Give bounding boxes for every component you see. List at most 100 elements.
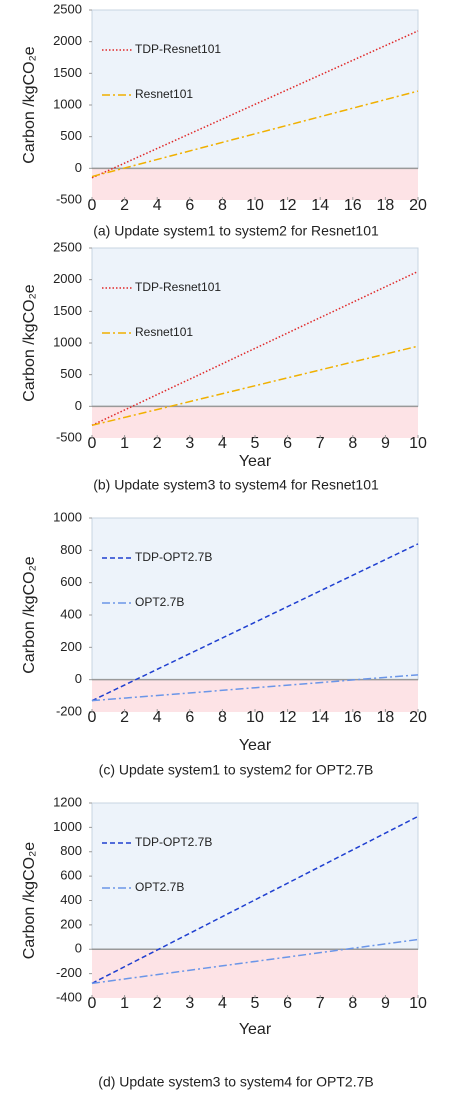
x-axis-label: Year <box>239 737 272 754</box>
legend-label: TDP-Resnet101 <box>135 280 221 294</box>
x-tick-label: 18 <box>377 197 395 214</box>
x-axis-label: Year <box>239 1021 272 1038</box>
y-tick-label: 2000 <box>53 271 82 286</box>
x-tick-label: 1 <box>120 995 129 1012</box>
x-tick-label: 8 <box>348 995 357 1012</box>
x-tick-label: 16 <box>344 197 362 214</box>
x-tick-label: 3 <box>185 435 194 452</box>
x-tick-label: 20 <box>409 197 427 214</box>
x-tick-label: 8 <box>348 435 357 452</box>
caption: (c) Update system1 to system2 for OPT2.7… <box>99 762 374 778</box>
x-tick-label: 18 <box>377 709 395 726</box>
y-tick-label: -500 <box>56 191 82 206</box>
x-tick-label: 5 <box>251 435 260 452</box>
x-tick-label: 8 <box>218 709 227 726</box>
y-tick-label: 500 <box>60 128 82 143</box>
y-tick-label: 600 <box>60 574 82 589</box>
x-tick-label: 4 <box>153 197 162 214</box>
y-axis-label: Carbon /kgCO₂e <box>21 842 38 959</box>
y-tick-label: 600 <box>60 868 82 883</box>
y-tick-label: 2500 <box>53 1 82 16</box>
x-tick-label: 5 <box>251 995 260 1012</box>
x-tick-label: 6 <box>283 995 292 1012</box>
legend-label: Resnet101 <box>135 325 193 339</box>
legend-label: Resnet101 <box>135 87 193 101</box>
y-tick-label: 1000 <box>53 819 82 834</box>
x-tick-label: 4 <box>153 709 162 726</box>
series-line <box>91 270 419 427</box>
x-tick-label: 2 <box>153 995 162 1012</box>
y-axis-label: Carbon /kgCO₂e <box>21 284 38 401</box>
y-axis-label: Carbon /kgCO₂e <box>21 556 38 673</box>
y-tick-label: 1500 <box>53 303 82 318</box>
x-tick-label: 12 <box>279 197 297 214</box>
y-tick-label: 1000 <box>53 509 82 524</box>
x-tick-label: 10 <box>409 435 427 452</box>
x-tick-label: 6 <box>283 435 292 452</box>
y-tick-label: 800 <box>60 843 82 858</box>
series-line <box>91 345 419 427</box>
x-tick-label: 2 <box>120 709 129 726</box>
caption: (b) Update system3 to system4 for Resnet… <box>93 477 379 493</box>
x-tick-label: 1 <box>120 435 129 452</box>
x-tick-label: 0 <box>88 995 97 1012</box>
x-tick-label: 0 <box>88 197 97 214</box>
legend-label: OPT2.7B <box>135 880 184 894</box>
y-tick-label: 0 <box>75 941 82 956</box>
positive-region <box>91 517 419 681</box>
y-tick-label: 200 <box>60 639 82 654</box>
y-tick-label: 200 <box>60 916 82 931</box>
positive-region <box>91 9 419 169</box>
y-tick-label: 400 <box>60 606 82 621</box>
x-axis-label: Year <box>239 453 272 470</box>
x-tick-label: 10 <box>409 995 427 1012</box>
legend-label: OPT2.7B <box>135 595 184 609</box>
series-line <box>91 674 419 702</box>
x-tick-label: 9 <box>381 435 390 452</box>
x-tick-label: 14 <box>311 709 329 726</box>
x-tick-label: 6 <box>185 709 194 726</box>
y-tick-label: -200 <box>56 703 82 718</box>
legend-label: TDP-OPT2.7B <box>135 550 212 564</box>
y-tick-label: 1200 <box>53 794 82 809</box>
x-tick-label: 2 <box>120 197 129 214</box>
x-tick-label: 7 <box>316 995 325 1012</box>
y-tick-label: 0 <box>75 671 82 686</box>
x-tick-label: 3 <box>185 995 194 1012</box>
legend-label: TDP-OPT2.7B <box>135 835 212 849</box>
y-tick-label: 1000 <box>53 334 82 349</box>
x-tick-label: 0 <box>88 435 97 452</box>
series-line <box>91 815 419 985</box>
x-tick-label: 9 <box>381 995 390 1012</box>
negative-region <box>92 949 418 998</box>
y-tick-label: 500 <box>60 366 82 381</box>
caption: (d) Update system3 to system4 for OPT2.7… <box>98 1074 373 1090</box>
y-tick-label: -400 <box>56 989 82 1004</box>
y-tick-label: -500 <box>56 429 82 444</box>
y-tick-label: 1500 <box>53 65 82 80</box>
x-tick-label: 8 <box>218 197 227 214</box>
x-tick-label: 4 <box>218 435 227 452</box>
x-tick-label: 20 <box>409 709 427 726</box>
y-tick-label: 0 <box>75 160 82 175</box>
series-line <box>91 30 419 179</box>
x-tick-label: 7 <box>316 435 325 452</box>
x-tick-label: 14 <box>311 197 329 214</box>
positive-region <box>91 802 419 950</box>
negative-region <box>92 679 418 712</box>
x-tick-label: 6 <box>185 197 194 214</box>
y-axis-label: Carbon /kgCO₂e <box>21 46 38 163</box>
negative-region <box>92 406 418 438</box>
legend-label: TDP-Resnet101 <box>135 42 221 56</box>
negative-region <box>92 168 418 200</box>
y-tick-label: 800 <box>60 542 82 557</box>
positive-region <box>91 247 419 407</box>
y-tick-label: 400 <box>60 892 82 907</box>
series-line <box>91 543 419 702</box>
caption: (a) Update system1 to system2 for Resnet… <box>93 223 379 239</box>
x-tick-label: 16 <box>344 709 362 726</box>
x-tick-label: 2 <box>153 435 162 452</box>
y-tick-label: -200 <box>56 965 82 980</box>
y-tick-label: 2000 <box>53 33 82 48</box>
